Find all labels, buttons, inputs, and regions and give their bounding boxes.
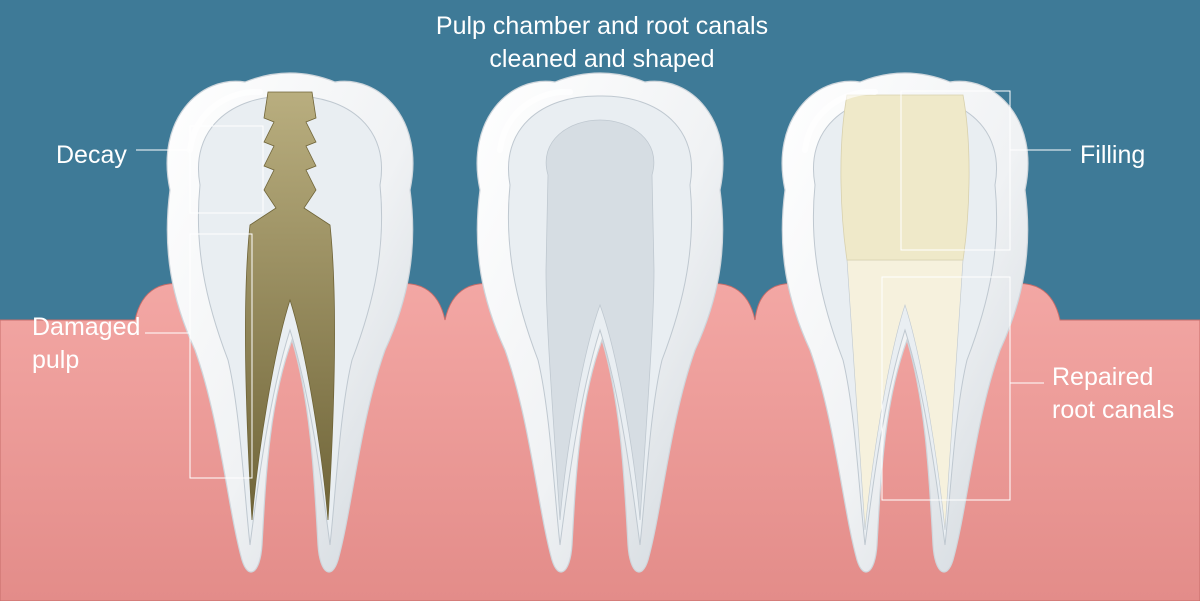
title-label: Pulp chamber and root canals cleaned and… bbox=[432, 10, 772, 75]
filling-label: Filling bbox=[1080, 139, 1145, 172]
repaired-label: Repaired root canals bbox=[1052, 361, 1174, 426]
root-canal-infographic: Pulp chamber and root canals cleaned and… bbox=[0, 0, 1200, 601]
decay-label: Decay bbox=[56, 139, 127, 172]
diagram-svg bbox=[0, 0, 1200, 601]
filling-region bbox=[841, 95, 969, 260]
damaged-pulp-label: Damaged pulp bbox=[32, 311, 140, 376]
